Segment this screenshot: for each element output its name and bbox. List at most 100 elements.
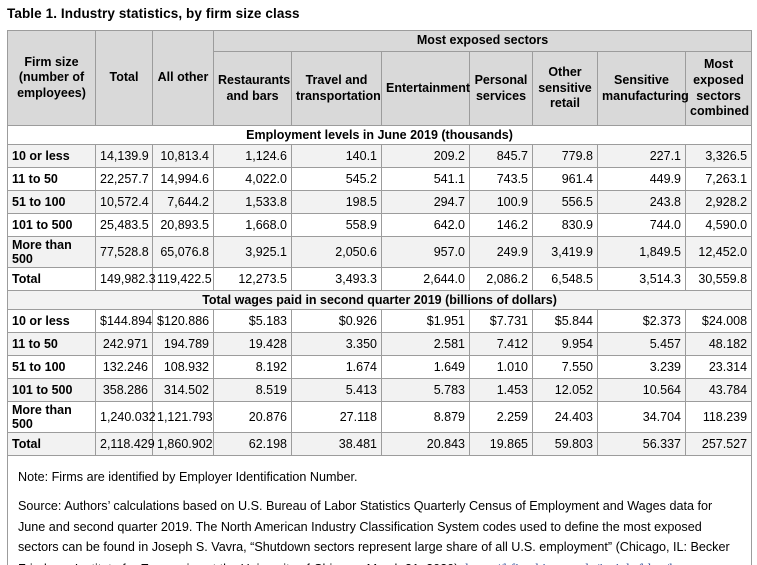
source-text-before-link: Source: Authors’ calculations based on U… [18,499,730,565]
table-row: 51 to 100 132.246 108.932 8.192 1.674 1.649 1.… [7,355,753,379]
data-cell: $5.844 [532,309,598,333]
data-cell: 642.0 [381,213,470,237]
data-cell: $1.951 [381,309,470,333]
data-cell: 108.932 [152,355,214,379]
col-header-firm-size: Firm size (number of employees) [7,30,96,126]
data-cell: 7,263.1 [684,167,753,191]
data-cell: 2,928.2 [684,190,753,214]
data-cell: 20,893.5 [152,213,214,237]
source-link[interactable]: https://bfi.uchicago.edu/insight/blog/ke… [18,561,693,565]
data-cell: 22,257.7 [95,167,153,191]
col-header-total: Total [95,30,153,126]
data-cell: 558.9 [291,213,382,237]
row-label: 10 or less [7,144,96,168]
data-cell: 227.1 [597,144,686,168]
data-cell: 77,528.8 [95,236,153,268]
source-text: Source: Authors’ calculations based on U… [18,496,741,565]
col-header-personal-services: Personal services [469,51,533,126]
row-label: More than 500 [7,236,96,268]
row-label: Total [7,432,96,456]
table-row: 101 to 500 25,483.5 20,893.5 1,668.0 558.9 64… [7,213,753,237]
data-cell: 1,849.5 [597,236,686,268]
data-cell: 14,139.9 [95,144,153,168]
data-cell: 10.564 [597,378,686,402]
data-cell: 12.052 [532,378,598,402]
data-cell: 779.8 [532,144,598,168]
data-cell: 149,982.3 [95,267,156,291]
data-cell: 7.412 [469,332,533,356]
data-cell: 743.5 [469,167,533,191]
data-cell: 257.527 [684,432,753,456]
data-cell: 4,022.0 [213,167,292,191]
data-cell: 249.9 [469,236,533,268]
row-label: 101 to 500 [7,378,96,402]
data-cell: 146.2 [469,213,533,237]
data-cell: 5.457 [597,332,686,356]
data-cell: 56.337 [597,432,686,456]
data-cell: 2.259 [469,401,533,433]
table-row: 11 to 50 242.971 194.789 19.428 3.350 2.581 7.… [7,332,753,356]
data-cell: 25,483.5 [95,213,153,237]
header-columns-row: Restaurants and bars Travel and transpor… [8,51,753,126]
data-cell: 20.876 [213,401,292,433]
data-cell: 1,533.8 [213,190,292,214]
col-header-other-sensitive-retail: Other sensitive retail [532,51,598,126]
data-cell: 961.4 [532,167,598,191]
col-header-restaurants: Restaurants and bars [213,51,292,126]
data-cell: 7.550 [532,355,598,379]
table-title: Table 1. Industry statistics, by firm si… [7,6,300,21]
row-label: More than 500 [7,401,96,433]
section-band-label: Employment levels in June 2019 (thousand… [6,125,753,145]
data-cell: 358.286 [95,378,153,402]
data-cell: 1,860.902 [152,432,214,456]
data-cell: 38.481 [291,432,382,456]
section-band-row: Total wages paid in second quarter 2019 … [6,290,753,310]
data-cell: 845.7 [469,144,533,168]
data-cell: 556.5 [532,190,598,214]
data-cell: 2,050.6 [291,236,382,268]
data-cell: 744.0 [597,213,686,237]
data-cell: 9.954 [532,332,598,356]
data-cell: 1,668.0 [213,213,292,237]
table-row: 101 to 500 358.286 314.502 8.519 5.413 5.783 1… [7,378,753,402]
table-row: 10 or less $144.894 $120.886 $5.183 $0.926 $1… [7,309,753,333]
note-text: Note: Firms are identified by Employer I… [18,470,358,484]
row-label: 51 to 100 [7,190,96,214]
table-row: 11 to 50 22,257.7 14,994.6 4,022.0 545.2 541.… [7,167,753,191]
col-header-all-other: All other [152,30,214,126]
data-cell: 1.674 [291,355,382,379]
table-row: More than 500 77,528.8 65,076.8 3,925.1 2,05… [7,236,753,268]
data-cell: 20.843 [381,432,470,456]
table-header: Firm size (number of employees) Total Al… [7,30,753,126]
table-row: 51 to 100 10,572.4 7,644.2 1,533.8 198.5 294.… [7,190,753,214]
data-cell: $2.373 [597,309,686,333]
data-cell: 8.192 [213,355,292,379]
data-cell: 541.1 [381,167,470,191]
row-label: Total [7,267,96,291]
data-cell: 2,086.2 [469,267,533,291]
data-cell: $5.183 [213,309,292,333]
data-cell: 194.789 [152,332,214,356]
data-cell: 10,813.4 [152,144,214,168]
data-cell: 545.2 [291,167,382,191]
data-cell: 449.9 [597,167,686,191]
table-row: More than 500 1,240.032 1,121.793 20.876 27.… [7,401,753,433]
col-header-most-exposed-combined: Most exposed sectors combined [684,51,753,126]
data-cell: 243.8 [597,190,686,214]
data-cell: $7.731 [469,309,533,333]
table-row: Total 149,982.3 119,422.5 12,273.5 3,493.3 2,… [7,267,753,291]
data-cell: 198.5 [291,190,382,214]
section-band-row: Employment levels in June 2019 (thousand… [6,125,753,145]
data-cell: 830.9 [532,213,598,237]
data-cell: 1.010 [469,355,533,379]
data-cell: 957.0 [381,236,470,268]
data-cell: 1,124.6 [213,144,292,168]
data-cell: 3.239 [597,355,686,379]
row-label: 51 to 100 [7,355,96,379]
data-cell: 242.971 [95,332,153,356]
notes-cell: Note: Firms are identified by Employer I… [6,454,753,565]
data-cell: 140.1 [291,144,382,168]
data-cell: 3,419.9 [532,236,598,268]
data-cell: 12,452.0 [684,236,753,268]
